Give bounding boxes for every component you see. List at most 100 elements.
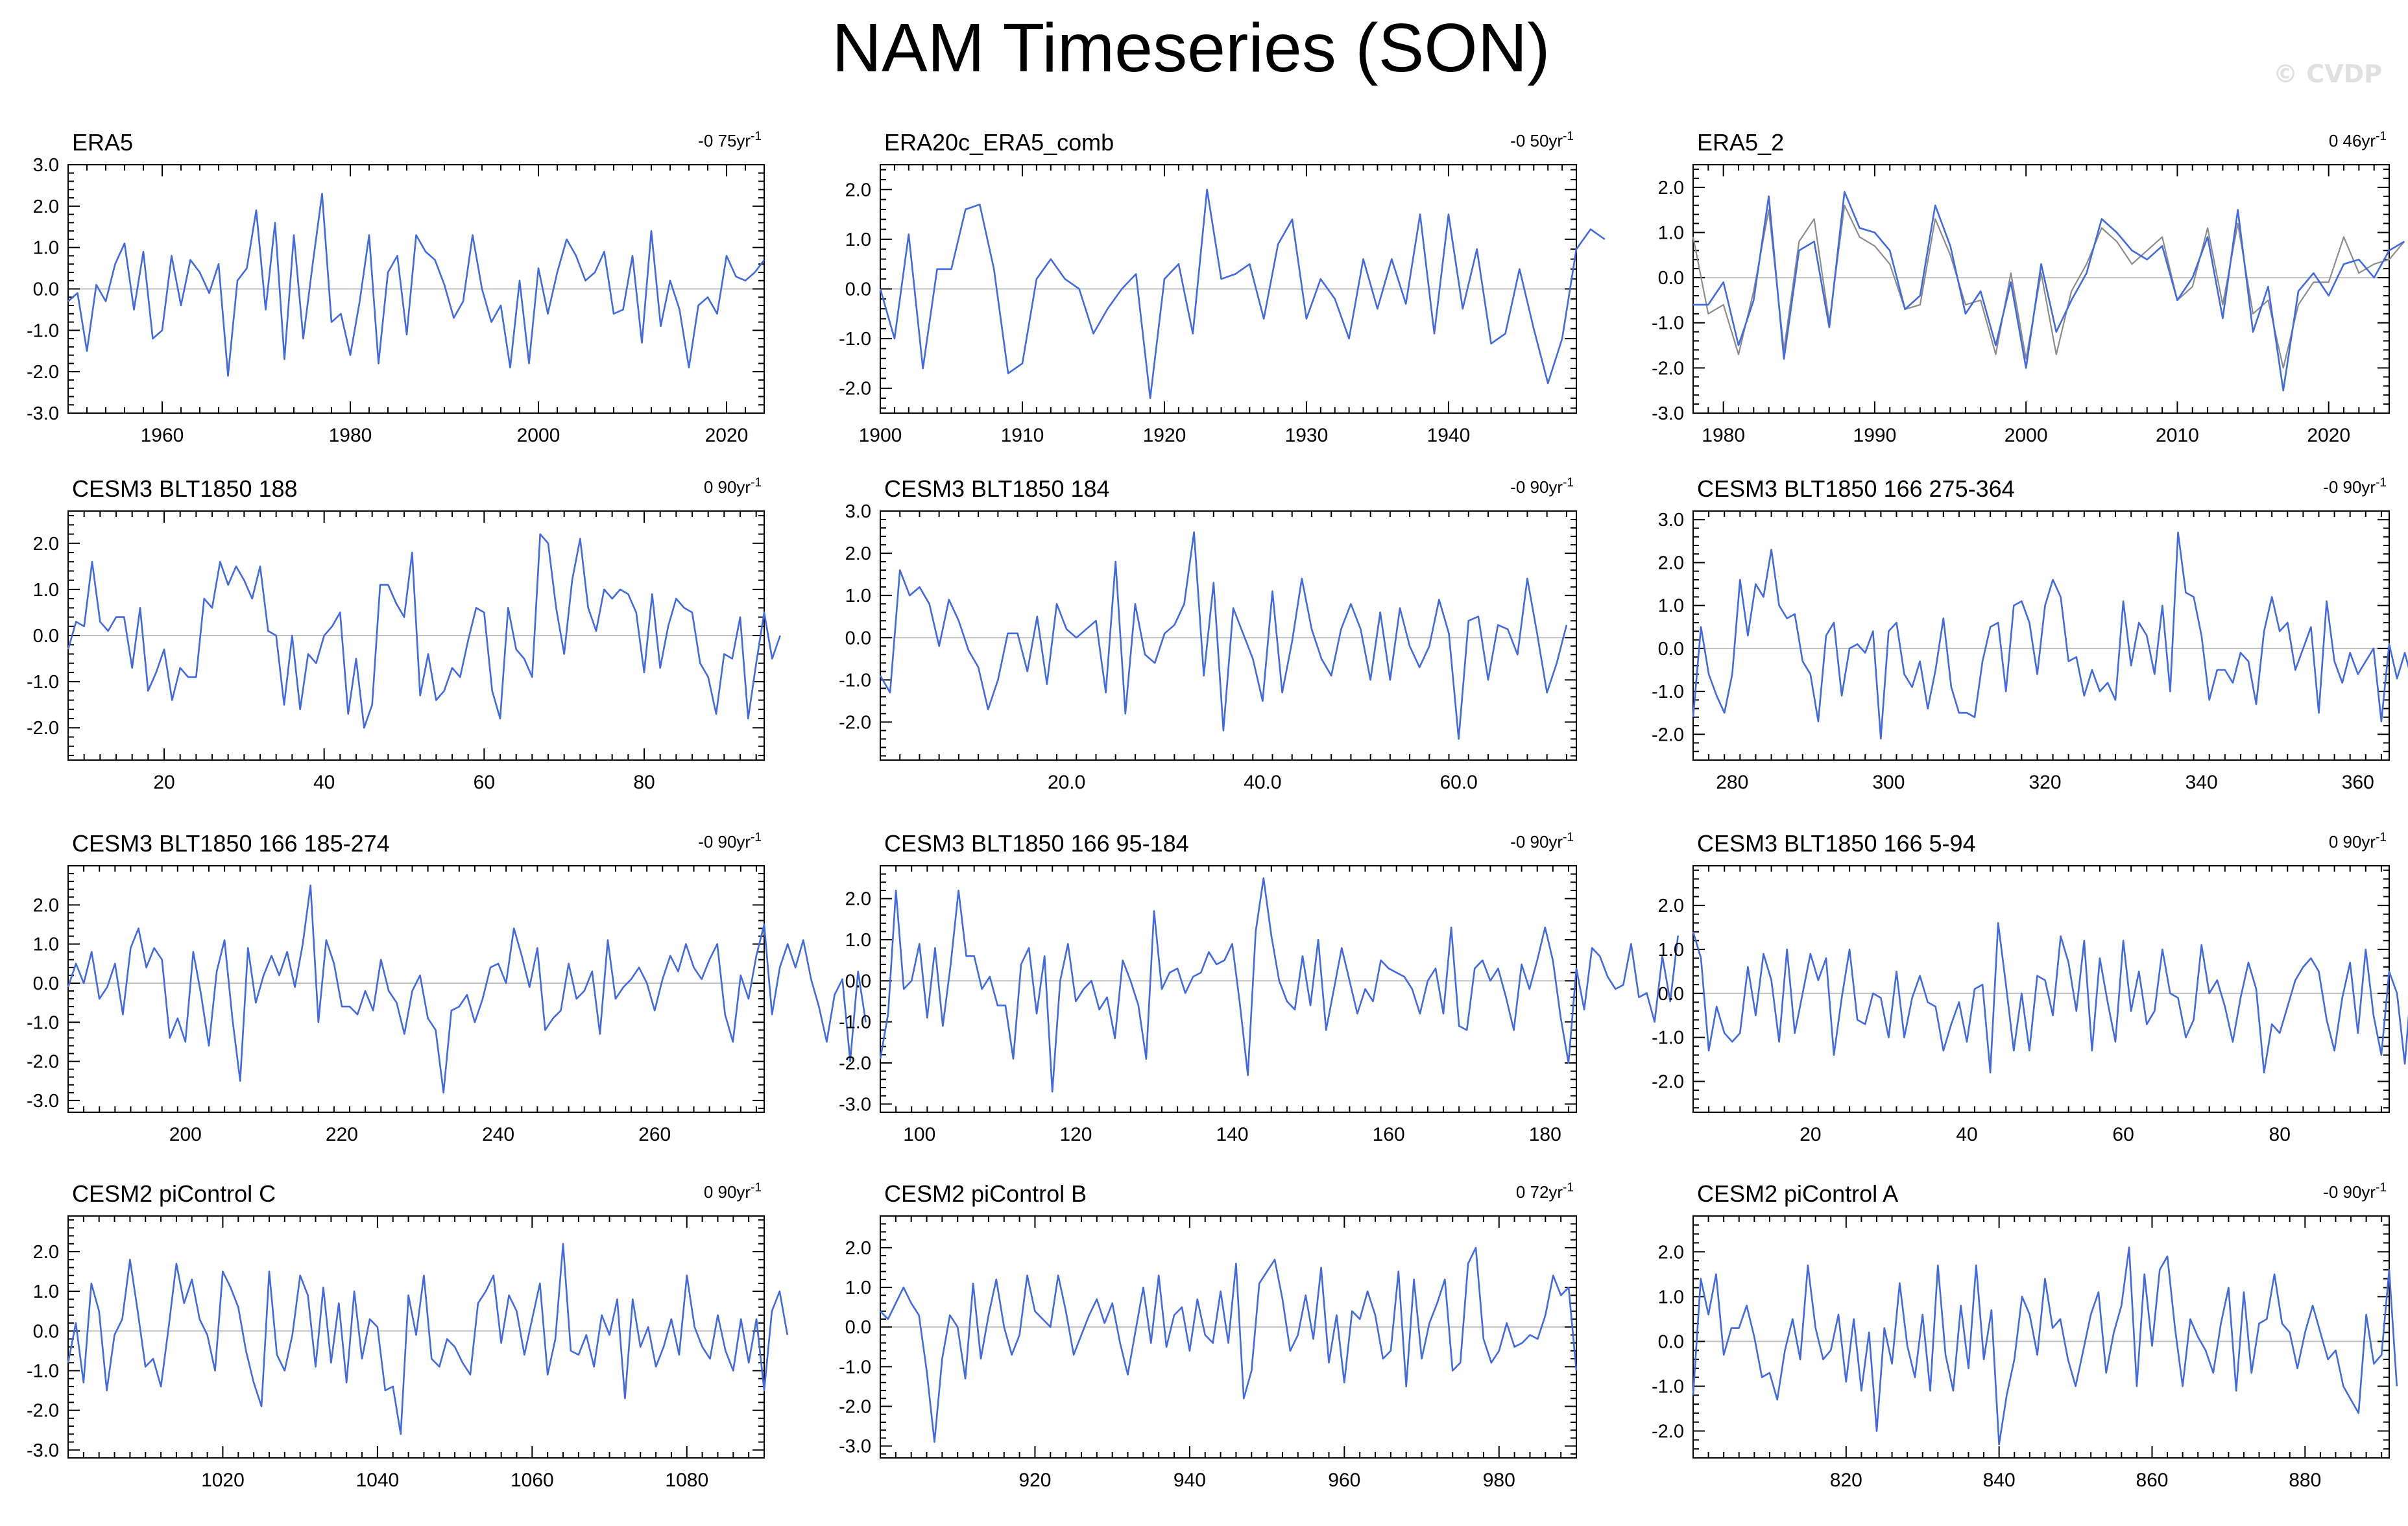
x-tick-label: 980 xyxy=(1483,1470,1515,1491)
series-line xyxy=(67,1243,789,1435)
y-tick-label: 0.0 xyxy=(33,973,59,994)
y-tick-label: -1.0 xyxy=(839,329,871,350)
series-line xyxy=(879,877,1679,1093)
trend-label: 0 46yr-1 xyxy=(2329,130,2387,150)
y-tick-label: 0.0 xyxy=(33,1321,59,1342)
y-tick-label: 2.0 xyxy=(1658,896,1684,916)
x-tick-label: 180 xyxy=(1529,1124,1561,1145)
x-tick-label: 840 xyxy=(1983,1470,2016,1491)
y-tick-label: 1.0 xyxy=(845,930,871,951)
panel-title: CESM2 piControl C xyxy=(72,1180,276,1207)
x-tick-label: 1020 xyxy=(201,1470,245,1491)
x-tick-label: 240 xyxy=(482,1124,514,1145)
x-tick-label: 100 xyxy=(903,1124,935,1145)
x-tick-label: 920 xyxy=(1018,1470,1051,1491)
chart-panel: CESM3 BLT1850 184 -0 90yr-1 20.0 40.0 60.0 -2… xyxy=(839,475,1577,793)
x-tick-label: 1900 xyxy=(859,425,902,446)
x-tick-label: 2010 xyxy=(2156,425,2199,446)
x-tick-label: 80 xyxy=(633,772,655,793)
y-tick-label: -2.0 xyxy=(839,379,871,399)
x-tick-label: 60 xyxy=(474,772,495,793)
trend-label: 0 90yr-1 xyxy=(704,476,762,497)
plot-frame xyxy=(1692,865,2390,1113)
y-tick-label: -2.0 xyxy=(27,1401,59,1422)
y-tick-label: -2.0 xyxy=(839,1053,871,1074)
panel-title: CESM2 piControl A xyxy=(1697,1180,1898,1207)
y-tick-label: 1.0 xyxy=(1658,940,1684,960)
y-tick-label: -1.0 xyxy=(27,1012,59,1033)
panel-title: CESM3 BLT1850 166 185-274 xyxy=(72,830,390,857)
chart-panel: CESM3 BLT1850 166 275-364 -0 90yr-1 280 300… xyxy=(1652,475,2408,793)
plot-frame xyxy=(880,510,1577,761)
y-tick-label: -1.0 xyxy=(839,670,871,691)
x-tick-label: 80 xyxy=(2269,1124,2291,1145)
y-tick-label: 2.0 xyxy=(845,543,871,564)
panel-title: CESM3 BLT1850 188 xyxy=(72,475,298,502)
panel-title: CESM3 BLT1850 166 95-184 xyxy=(884,830,1189,857)
panel-title: CESM3 BLT1850 184 xyxy=(884,475,1110,502)
y-tick-label: -1.0 xyxy=(27,672,59,693)
series-line xyxy=(1693,191,2405,392)
x-tick-label: 40.0 xyxy=(1244,772,1281,793)
chart-panel: CESM2 piControl A -0 90yr-1 820 840 860 880 -2… xyxy=(1652,1180,2398,1491)
x-tick-label: 1940 xyxy=(1427,425,1471,446)
y-tick-label: 0.0 xyxy=(1658,639,1684,660)
y-tick-label: 1.0 xyxy=(33,935,59,955)
y-tick-label: 1.0 xyxy=(845,230,871,250)
y-tick-label: 1.0 xyxy=(845,586,871,606)
x-tick-label: 200 xyxy=(169,1124,202,1145)
x-tick-label: 360 xyxy=(2342,772,2374,793)
x-tick-label: 1980 xyxy=(329,425,372,446)
y-tick-label: 2.0 xyxy=(33,534,59,554)
y-tick-label: -2.0 xyxy=(27,718,59,739)
trend-label: -0 90yr-1 xyxy=(1510,831,1574,852)
y-tick-label: -3.0 xyxy=(27,1091,59,1112)
y-tick-label: -1.0 xyxy=(27,1361,59,1381)
plot-frame xyxy=(1692,1215,2390,1459)
y-tick-label: -2.0 xyxy=(1652,358,1684,379)
x-tick-label: 2020 xyxy=(705,425,749,446)
trend-label: 0 90yr-1 xyxy=(704,1181,762,1202)
x-tick-label: 340 xyxy=(2185,772,2218,793)
series-line xyxy=(67,193,765,377)
y-tick-label: -3.0 xyxy=(839,1094,871,1115)
x-tick-label: 60 xyxy=(2112,1124,2134,1145)
panel-title: ERA5 xyxy=(72,129,133,156)
x-tick-label: 880 xyxy=(2289,1470,2321,1491)
panel-title: CESM3 BLT1850 166 5-94 xyxy=(1697,830,1976,857)
y-tick-label: -3.0 xyxy=(839,1437,871,1457)
x-tick-label: 20 xyxy=(153,772,175,793)
figure-title: NAM Timeseries (SON) xyxy=(832,10,1550,86)
series-line xyxy=(879,531,1568,740)
y-tick-label: 2.0 xyxy=(1658,553,1684,573)
trend-label: -0 90yr-1 xyxy=(2323,1181,2387,1202)
chart-panel: CESM2 piControl B 0 72yr-1 920 940 960 980 -3.… xyxy=(839,1180,1578,1491)
trend-label: 0 90yr-1 xyxy=(2329,831,2387,852)
x-tick-label: 2000 xyxy=(517,425,560,446)
watermark: © CVDP xyxy=(2273,60,2382,88)
y-tick-label: 0.0 xyxy=(845,971,871,992)
x-tick-label: 140 xyxy=(1216,1124,1248,1145)
y-tick-label: 0.0 xyxy=(845,1317,871,1338)
y-tick-label: -2.0 xyxy=(1652,1422,1684,1442)
y-tick-label: -3.0 xyxy=(27,403,59,424)
x-tick-label: 160 xyxy=(1373,1124,1405,1145)
x-tick-label: 280 xyxy=(1716,772,1748,793)
trend-label: -0 90yr-1 xyxy=(698,831,762,852)
trend-label: 0 72yr-1 xyxy=(1516,1181,1574,1202)
y-tick-label: -2.0 xyxy=(27,362,59,383)
y-tick-label: -1.0 xyxy=(1652,1376,1684,1397)
y-tick-label: -3.0 xyxy=(27,1440,59,1461)
x-tick-label: 1080 xyxy=(665,1470,708,1491)
y-tick-label: 2.0 xyxy=(1658,178,1684,198)
chart-panel: CESM2 piControl C 0 90yr-1 1020 1040 1060 108… xyxy=(27,1180,789,1491)
plot-frame xyxy=(67,865,765,1113)
y-tick-label: -2.0 xyxy=(839,712,871,733)
panel-title: ERA20c_ERA5_comb xyxy=(884,129,1114,156)
x-tick-label: 1910 xyxy=(1001,425,1044,446)
x-tick-label: 1040 xyxy=(356,1470,400,1491)
x-tick-label: 2020 xyxy=(2307,425,2350,446)
x-tick-label: 120 xyxy=(1059,1124,1092,1145)
trend-label: -0 50yr-1 xyxy=(1510,130,1574,150)
